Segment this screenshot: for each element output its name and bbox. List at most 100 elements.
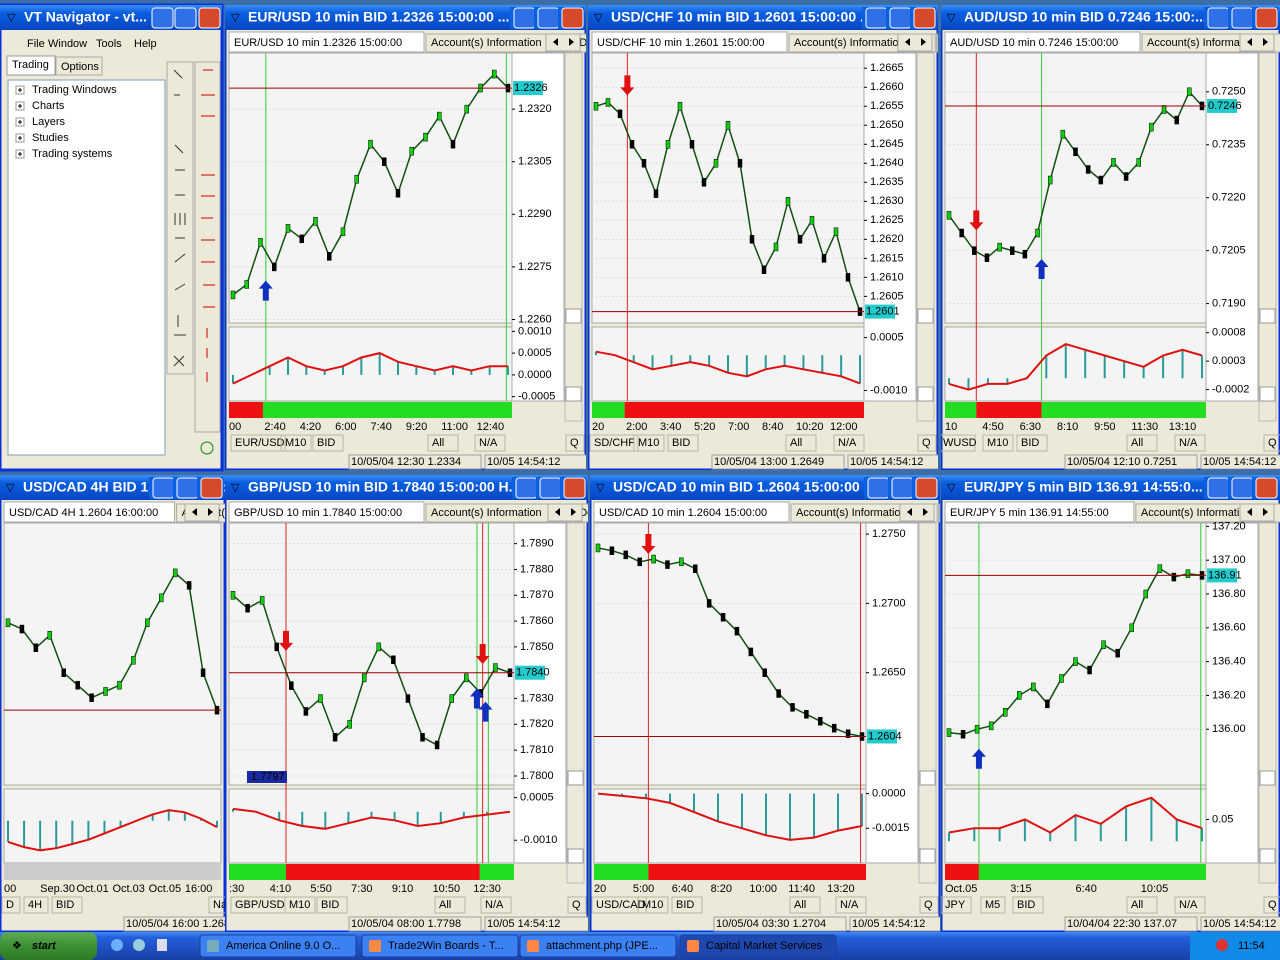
tab-scroll[interactable] [545, 33, 581, 52]
toolbar-button[interactable] [284, 896, 316, 914]
toolbar-button[interactable] [312, 434, 344, 452]
toolbar-button[interactable] [1174, 434, 1206, 452]
minimize-button[interactable] [1207, 477, 1230, 499]
toolbar-label[interactable]: WUSD [943, 437, 977, 449]
toolbar-label[interactable]: 4H [28, 899, 42, 911]
toolbar-label[interactable]: BID [672, 437, 690, 449]
toolbar-label[interactable]: BID [676, 899, 694, 911]
toolbar-button[interactable] [633, 434, 665, 452]
tab-label[interactable]: USD/CAD 4H 1.2604 16:00:00 [9, 507, 158, 519]
start-label[interactable]: start [32, 940, 57, 952]
toolbar-label[interactable]: N/A [485, 899, 504, 911]
maximize-button[interactable] [891, 477, 914, 499]
scrollbar[interactable] [1258, 522, 1277, 884]
menu-item[interactable]: Window [48, 38, 87, 50]
toolbar-label[interactable]: All [1131, 437, 1143, 449]
tree-item[interactable]: Trading systems [32, 148, 113, 160]
tab-label[interactable]: AUD/USD 10 min 0.7246 15:00:00 [950, 37, 1118, 49]
toolbar-label[interactable]: All [439, 899, 451, 911]
maximize-button[interactable] [1231, 7, 1254, 29]
tree-item[interactable]: Trading Windows [32, 84, 117, 96]
task-button[interactable] [361, 934, 519, 958]
toolbar-button[interactable] [919, 896, 939, 914]
tab-label[interactable]: Options [61, 61, 99, 73]
toolbar-button[interactable] [434, 896, 466, 914]
tab[interactable] [591, 31, 788, 53]
toolbar-label[interactable]: All [794, 899, 806, 911]
toolbar-label[interactable]: GBP/USD [235, 899, 285, 911]
toolbar-label[interactable]: M10 [638, 437, 659, 449]
close-button[interactable] [915, 477, 938, 499]
toolbar-button[interactable] [785, 434, 817, 452]
maximize-button[interactable] [1231, 477, 1254, 499]
toolbar-button[interactable] [835, 896, 867, 914]
toolbar-label[interactable]: N/A [838, 437, 857, 449]
toolbar-button[interactable] [939, 434, 976, 452]
minimize-button[interactable] [1207, 7, 1230, 29]
close-button[interactable] [200, 477, 223, 499]
tree-item[interactable]: Charts [32, 100, 65, 112]
tab-label[interactable]: GBP/USD 10 min 1.7840 15:00:00 [234, 507, 402, 519]
toolbar-button[interactable] [427, 434, 459, 452]
tab-label[interactable]: Account(s) Information [431, 507, 542, 519]
toolbar-label[interactable]: Q [1268, 437, 1277, 449]
toolbar-button[interactable] [1263, 896, 1280, 914]
scroll-button[interactable] [917, 308, 934, 324]
toolbar-label[interactable]: BID [321, 899, 339, 911]
scroll-button[interactable] [917, 386, 934, 402]
toolbar-label[interactable]: Q [1268, 899, 1277, 911]
tab-label[interactable]: Account(s) Information [796, 507, 907, 519]
toolbar-button[interactable] [480, 896, 512, 914]
toolbar-button[interactable] [1126, 896, 1158, 914]
scrollbar[interactable] [918, 522, 937, 884]
toolbar-button[interactable] [589, 434, 639, 452]
toolbar-label[interactable]: BID [1017, 899, 1035, 911]
close-button[interactable] [198, 7, 221, 29]
tab-scroll[interactable] [899, 503, 935, 522]
toolbar-button[interactable] [567, 896, 587, 914]
scroll-button[interactable] [919, 770, 936, 786]
tab-scroll[interactable] [547, 503, 583, 522]
close-button[interactable] [913, 7, 936, 29]
tab-label[interactable]: Deal [579, 507, 602, 519]
tray-icon[interactable] [1216, 939, 1228, 951]
toolbar-button[interactable] [1174, 896, 1206, 914]
toolbar-label[interactable]: SD/CHF [594, 437, 635, 449]
minimize-button[interactable] [152, 477, 175, 499]
toolbar-label[interactable]: Q [922, 437, 931, 449]
scrollbar[interactable] [566, 522, 585, 884]
scroll-button[interactable] [567, 770, 584, 786]
tab[interactable] [55, 56, 103, 76]
tab-label[interactable]: USD/CAD 10 min 1.2604 15:00:00 [599, 507, 767, 519]
tab-label[interactable]: Account(s) Information [431, 37, 542, 49]
maximize-button[interactable] [176, 477, 199, 499]
scrollbar[interactable] [916, 52, 935, 422]
minimize-button[interactable] [513, 7, 536, 29]
maximize-button[interactable] [889, 7, 912, 29]
minimize-button[interactable] [865, 7, 888, 29]
toolbar-label[interactable]: N/A [1179, 899, 1198, 911]
toolbar-label[interactable]: BID [56, 899, 74, 911]
toolbar-label[interactable]: D [6, 899, 14, 911]
maximize-button[interactable] [174, 7, 197, 29]
tab-label[interactable]: Trading [12, 59, 49, 71]
toolbar-button[interactable] [637, 896, 669, 914]
tab-label[interactable]: EUR/JPY 5 min 136.91 14:55:00 [950, 507, 1109, 519]
toolbar-button[interactable] [474, 434, 506, 452]
toolbar-button[interactable] [1263, 434, 1280, 452]
toolbar-button[interactable] [833, 434, 865, 452]
task-label[interactable]: Trade2Win Boards - T... [388, 940, 504, 952]
toolbar-button[interactable] [23, 896, 49, 914]
toolbar-label[interactable]: N/A [479, 437, 498, 449]
toolbar-label[interactable]: N/A [840, 899, 859, 911]
task-button[interactable] [519, 934, 677, 958]
tab[interactable] [938, 503, 957, 523]
tab-scroll[interactable] [1239, 33, 1275, 52]
scroll-button[interactable] [1259, 386, 1276, 402]
toolbar-button[interactable] [208, 896, 233, 914]
toolbar-label[interactable]: JPY [945, 899, 966, 911]
toolbar-label[interactable]: All [432, 437, 444, 449]
menu-item[interactable]: Help [134, 38, 157, 50]
tab-label[interactable]: Account(s) Information [1147, 37, 1258, 49]
toolbar-button[interactable] [1016, 434, 1048, 452]
